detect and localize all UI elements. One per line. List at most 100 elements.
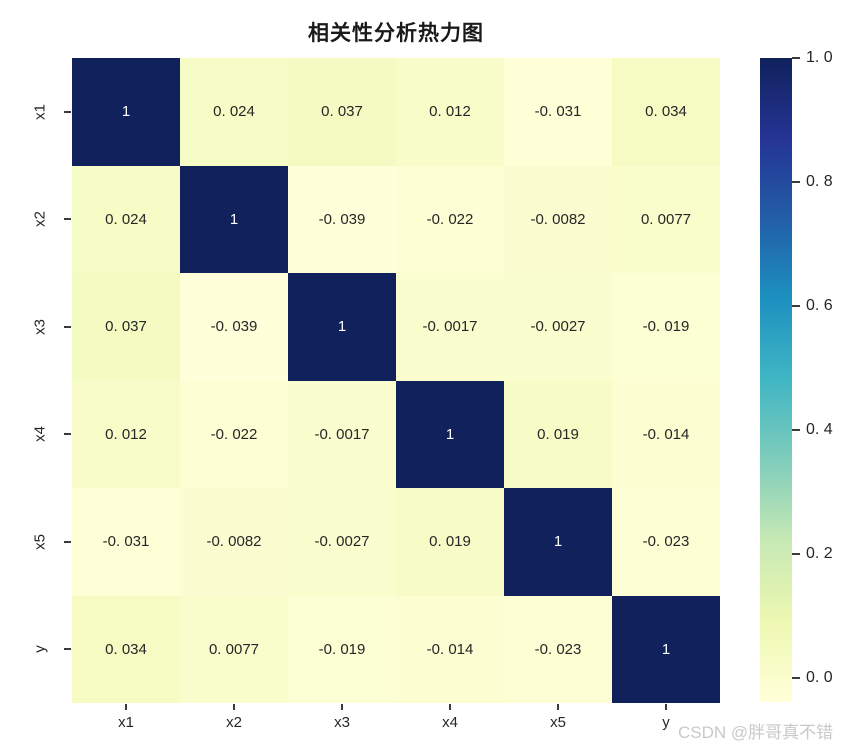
- y-axis-tick: [64, 325, 71, 328]
- heatmap-cell-x3-x2: -0. 039: [180, 273, 288, 381]
- cell-value: -0. 019: [642, 318, 690, 336]
- heatmap-cell-x5-y: -0. 023: [612, 488, 720, 596]
- heatmap-cell-y-x4: -0. 014: [396, 595, 504, 703]
- heatmap-cell-x5-x3: -0. 0027: [288, 488, 396, 596]
- colorbar-tick-label: 0. 8: [806, 172, 833, 190]
- x-axis-label-x1: x1: [118, 714, 134, 731]
- cell-value: -0. 039: [318, 210, 366, 228]
- heatmap-cell-x4-x3: -0. 0017: [288, 380, 396, 488]
- heatmap-cell-x3-x4: -0. 0017: [396, 273, 504, 381]
- heatmap-cell-x2-x3: -0. 039: [288, 165, 396, 273]
- cell-value: -0. 0027: [314, 533, 370, 551]
- x-axis-tick: [125, 704, 127, 710]
- colorbar-tick-label: 0. 2: [806, 544, 833, 562]
- x-axis-tick: [233, 704, 235, 710]
- colorbar-tick: [792, 57, 800, 59]
- cell-value: -0. 019: [318, 640, 366, 658]
- cell-value: -0. 022: [426, 210, 474, 228]
- heatmap-cell-x4-x2: -0. 022: [180, 380, 288, 488]
- cell-value: 1: [553, 533, 563, 551]
- heatmap-cell-x2-x1: 0. 024: [72, 165, 180, 273]
- y-axis-tick: [64, 218, 71, 221]
- cell-value: 0. 012: [429, 103, 471, 121]
- cell-value: -0. 014: [426, 640, 474, 658]
- cell-value: 1: [445, 425, 455, 443]
- heatmap-cell-x1-x5: -0. 031: [504, 58, 612, 166]
- colorbar-tick: [792, 304, 800, 307]
- heatmap-cell-y-x2: 0. 0077: [180, 595, 288, 703]
- colorbar-tick: [792, 428, 800, 431]
- heatmap-cell-x1-y: 0. 034: [612, 58, 720, 166]
- y-axis-label-x5: x5: [31, 533, 49, 550]
- colorbar-tick-label: 0. 4: [806, 420, 833, 438]
- x-axis-tick: [449, 704, 451, 710]
- y-axis-label-x2: x2: [31, 211, 49, 228]
- heatmap-cell-x5-x4: 0. 019: [396, 488, 504, 596]
- heatmap-cell-x1-x2: 0. 024: [180, 58, 288, 166]
- x-axis-tick: [341, 704, 343, 710]
- cell-value: -0. 023: [534, 640, 582, 658]
- y-axis-tick: [64, 110, 71, 113]
- cell-value: -0. 039: [210, 318, 258, 336]
- cell-value: 0. 024: [105, 210, 147, 228]
- cell-value: 0. 012: [105, 425, 147, 443]
- y-axis-label-x1: x1: [31, 103, 49, 120]
- colorbar-tick: [792, 552, 800, 555]
- cell-value: -0. 0082: [206, 533, 262, 551]
- cell-value: -0. 014: [642, 425, 690, 443]
- cell-value: 0. 019: [429, 533, 471, 551]
- cell-value: -0. 0017: [422, 318, 478, 336]
- x-axis-label-x4: x4: [442, 714, 458, 731]
- colorbar-tick-label: 0. 6: [806, 296, 833, 314]
- heatmap-cell-x2-x4: -0. 022: [396, 165, 504, 273]
- x-axis-label-x3: x3: [334, 714, 350, 731]
- cell-value: -0. 022: [210, 425, 258, 443]
- cell-value: 0. 037: [105, 318, 147, 336]
- colorbar-tick-label: 1. 0: [806, 49, 833, 66]
- y-axis-tick: [64, 540, 71, 543]
- x-axis-tick: [557, 704, 559, 710]
- cell-value: 0. 0077: [208, 640, 260, 658]
- heatmap-cell-x1-x3: 0. 037: [288, 58, 396, 166]
- y-axis-label-x3: x3: [31, 318, 49, 335]
- cell-value: 1: [121, 103, 131, 121]
- heatmap-cell-y-x3: -0. 019: [288, 595, 396, 703]
- y-axis-label-y: y: [31, 645, 49, 654]
- heatmap-cell-y-x5: -0. 023: [504, 595, 612, 703]
- heatmap-cell-x4-x1: 0. 012: [72, 380, 180, 488]
- x-axis-label-y: y: [662, 714, 670, 731]
- colorbar-tick: [792, 180, 800, 183]
- cell-value: 0. 019: [537, 425, 579, 443]
- chart-title: 相关性分析热力图: [308, 22, 484, 45]
- heatmap-cell-x5-x5: 1: [504, 488, 612, 596]
- cell-value: 1: [661, 640, 671, 658]
- cell-value: -0. 031: [534, 103, 582, 121]
- y-axis-tick: [64, 648, 71, 651]
- watermark: CSDN @胖哥真不错: [678, 723, 834, 742]
- heatmap-cell-x5-x2: -0. 0082: [180, 488, 288, 596]
- cell-value: 0. 024: [213, 103, 255, 121]
- y-axis-label-x4: x4: [31, 426, 49, 443]
- cell-value: -0. 0082: [530, 210, 586, 228]
- heatmap-cell-x1-x4: 0. 012: [396, 58, 504, 166]
- heatmap-cell-y-x1: 0. 034: [72, 595, 180, 703]
- heatmap-cell-x4-x4: 1: [396, 380, 504, 488]
- heatmap-cell-x3-x3: 1: [288, 273, 396, 381]
- heatmap-cell-x4-x5: 0. 019: [504, 380, 612, 488]
- cell-value: 1: [229, 210, 239, 228]
- x-axis-label-x2: x2: [226, 714, 242, 731]
- cell-value: 0. 034: [645, 103, 687, 121]
- colorbar-tick-label: 0. 0: [806, 668, 833, 686]
- x-axis-tick: [665, 704, 667, 710]
- cell-value: 0. 037: [321, 103, 363, 121]
- heatmap-cell-x2-x5: -0. 0082: [504, 165, 612, 273]
- y-axis-tick: [64, 433, 71, 436]
- heatmap-cell-x3-x1: 0. 037: [72, 273, 180, 381]
- colorbar: [760, 58, 792, 702]
- heatmap-cell-x2-y: 0. 0077: [612, 165, 720, 273]
- cell-value: 0. 0077: [640, 210, 692, 228]
- heatmap-cell-x3-y: -0. 019: [612, 273, 720, 381]
- cell-value: -0. 023: [642, 533, 690, 551]
- heatmap-cell-x4-y: -0. 014: [612, 380, 720, 488]
